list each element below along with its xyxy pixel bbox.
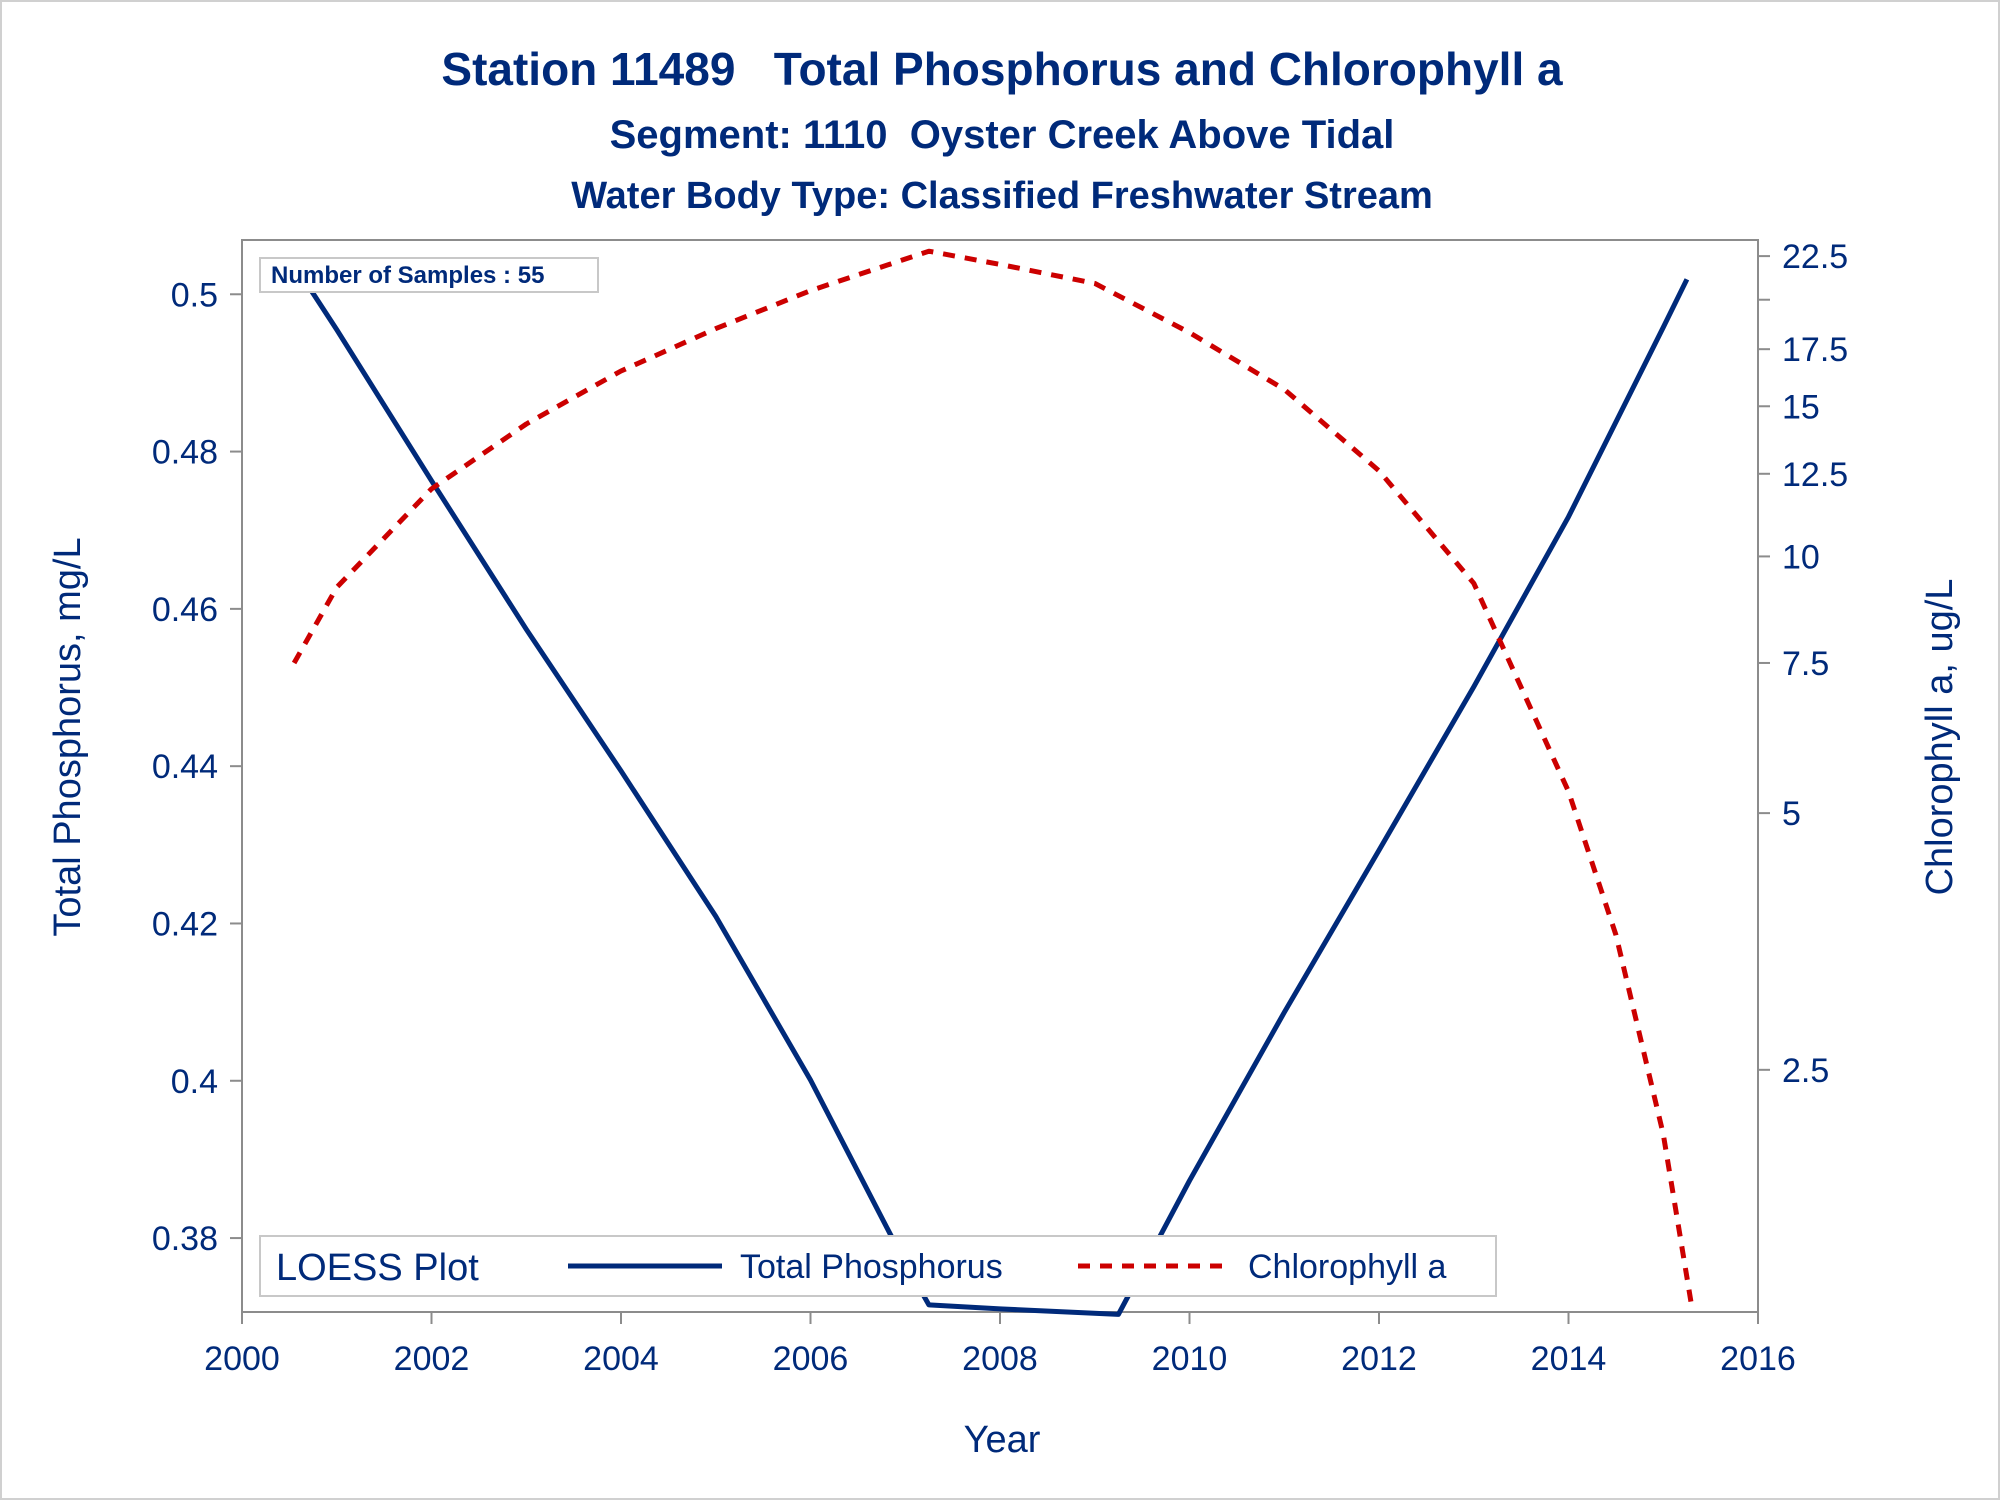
plot-frame [241,239,1759,1313]
y-right-tick-label: 7.5 [1782,645,1829,683]
y-axis-label-right: Chlorophyll a, ug/L [1919,579,1961,896]
chart-subtitle: Segment: 1110 Oyster Creek Above Tidal [610,113,1395,157]
y-left-tick-label: 0.48 [152,434,218,472]
y-right-tick-label: 15 [1782,388,1820,426]
chart-subtitle-2: Water Body Type: Classified Freshwater S… [571,175,1433,217]
y-left-tick-label: 0.44 [152,748,218,786]
x-axis-label: Year [964,1419,1041,1461]
y-right-tick-label: 17.5 [1782,331,1848,369]
total-phosphorus-line [296,270,1690,1317]
chlorophyll-a-line [291,248,1695,1307]
y-left-tick-label: 0.42 [152,905,218,943]
x-tick-label: 2016 [1720,1340,1796,1378]
y-axis-label-left: Total Phosphorus, mg/L [47,537,89,936]
x-tick-label: 2004 [583,1340,659,1378]
sample-count-annotation: Number of Samples : 55 [271,262,544,289]
y-left-tick-label: 0.46 [152,591,218,629]
y-right-tick-label: 10 [1782,538,1820,576]
x-tick-label: 2000 [204,1340,280,1378]
chart-title: Station 11489 Total Phosphorus and Chlor… [441,43,1563,95]
x-tick-label: 2008 [962,1340,1038,1378]
y-right-tick-label: 5 [1782,795,1801,833]
y-left-tick-label: 0.5 [171,276,218,314]
x-tick-label: 2002 [394,1340,470,1378]
y-right-tick-label: 22.5 [1782,238,1848,276]
x-tick-label: 2006 [773,1340,849,1378]
plot-area: 2000 2002 2004 2006 2008 2010 2012 2014 2016 0.38… [152,238,1848,1378]
legend-title: LOESS Plot [276,1247,479,1289]
y-left-tick-label: 0.4 [171,1063,218,1101]
x-tick-label: 2012 [1341,1340,1417,1378]
sample-count-box [259,257,599,293]
y-right-tick-label: 12.5 [1782,456,1848,494]
x-tick-label: 2010 [1152,1340,1228,1378]
legend-box [259,1235,1497,1297]
legend-label-chlorophyll-a: Chlorophyll a [1248,1248,1447,1286]
x-tick-label: 2014 [1531,1340,1607,1378]
y-left-tick-label: 0.38 [152,1220,218,1258]
y-right-tick-label: 2.5 [1782,1052,1829,1090]
legend-label-total-phosphorus: Total Phosphorus [740,1248,1003,1286]
